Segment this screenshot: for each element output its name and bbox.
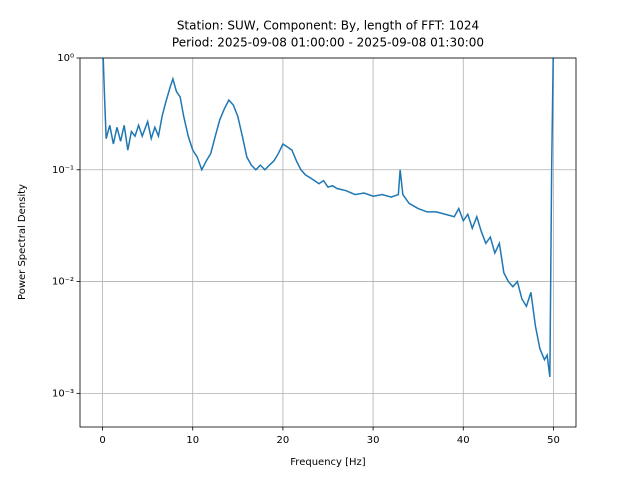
x-tick-label: 20	[277, 435, 290, 446]
x-tick-label: 30	[367, 435, 380, 446]
plot-frame	[79, 57, 577, 428]
chart-subtitle: Period: 2025-09-08 01:00:00 - 2025-09-08…	[172, 36, 484, 50]
x-tick-label: 0	[99, 435, 105, 446]
x-tick-label: 10	[186, 435, 199, 446]
x-tick-label: 50	[547, 435, 560, 446]
x-axis-label: Frequency [Hz]	[290, 457, 366, 468]
y-tick-label: 10⁻¹	[52, 165, 74, 176]
y-tick-label: 10⁻³	[52, 388, 74, 399]
y-tick-label: 10⁻²	[52, 277, 74, 288]
chart-title: Station: SUW, Component: By, length of F…	[177, 19, 479, 33]
x-tick-label: 40	[457, 435, 470, 446]
y-tick-label: 10⁰	[57, 53, 74, 64]
data-line	[102, 58, 554, 378]
y-axis-label: Power Spectral Density	[17, 184, 28, 300]
